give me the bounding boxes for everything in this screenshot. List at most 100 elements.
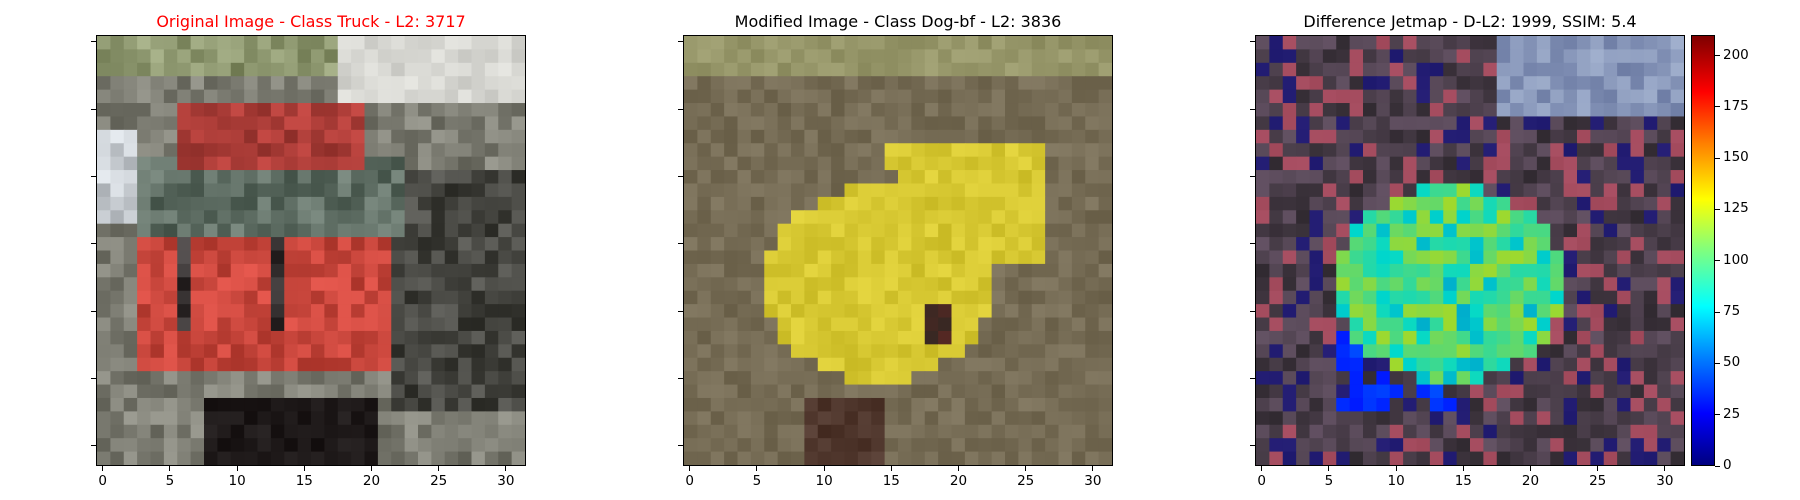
pixel-cell — [1523, 76, 1538, 91]
pixel-cell — [1389, 344, 1404, 359]
pixel-cell — [123, 143, 138, 158]
pixel-cell — [1657, 397, 1672, 412]
pixel-cell — [1282, 223, 1297, 238]
pixel-cell — [163, 170, 178, 185]
pixel-cell — [1670, 330, 1684, 345]
pixel-cell — [1603, 116, 1618, 131]
pixel-cell — [163, 397, 178, 412]
pixel-cell — [1098, 89, 1112, 104]
pixel-cell — [964, 196, 979, 211]
pixel-cell — [1510, 237, 1525, 252]
pixel-cell — [938, 290, 953, 305]
pixel-cell — [831, 263, 846, 278]
pixel-cell — [498, 62, 513, 77]
pixel-cell — [750, 330, 765, 345]
pixel-cell — [884, 49, 899, 64]
pixel-cell — [964, 129, 979, 144]
pixel-cell — [1071, 36, 1086, 51]
pixel-cell — [1643, 89, 1658, 104]
pixel-cell — [697, 371, 712, 386]
pixel-cell — [1643, 357, 1658, 372]
x-tick-mark — [1529, 466, 1531, 471]
pixel-cell — [898, 62, 912, 77]
pixel-cell — [1523, 424, 1538, 439]
pixel-cell — [1510, 210, 1525, 225]
pixel-cell — [1510, 438, 1525, 453]
pixel-cell — [1005, 183, 1019, 198]
pixel-cell — [270, 183, 285, 198]
pixel-cell — [777, 62, 792, 77]
pixel-cell — [150, 411, 165, 426]
pixel-cell — [324, 62, 339, 77]
pixel-cell — [404, 76, 419, 91]
pixel-cell — [1496, 357, 1511, 372]
pixel-cell — [844, 223, 859, 238]
pixel-cell — [938, 116, 953, 131]
pixel-cell — [230, 170, 245, 185]
pixel-cell — [1510, 156, 1525, 171]
pixel-cell — [351, 183, 366, 198]
pixel-cell — [404, 451, 419, 465]
x-tick-label: 30 — [497, 473, 515, 489]
pixel-cell — [498, 451, 513, 465]
colorbar-tick-label: 100 — [1723, 251, 1749, 268]
pixel-cell — [831, 237, 846, 252]
pixel-cell — [804, 196, 819, 211]
pixel-cell — [297, 384, 312, 399]
pixel-cell — [857, 451, 872, 465]
pixel-cell — [244, 317, 259, 332]
pixel-cell — [1309, 330, 1324, 345]
pixel-cell — [1071, 223, 1086, 238]
pixel-cell — [1031, 89, 1046, 104]
pixel-cell — [1603, 277, 1618, 292]
pixel-cell — [458, 330, 473, 345]
pixel-cell — [1269, 143, 1284, 158]
pixel-cell — [311, 237, 325, 252]
pixel-cell — [1045, 196, 1060, 211]
pixel-cell — [1336, 89, 1351, 104]
pixel-cell — [884, 411, 899, 426]
pixel-cell — [1058, 210, 1073, 225]
image-plot-modified — [683, 35, 1113, 466]
pixel-cell — [498, 49, 513, 64]
pixel-cell — [1098, 438, 1112, 453]
pixel-cell — [898, 76, 912, 91]
pixel-cell — [297, 49, 312, 64]
pixel-cell — [110, 411, 125, 426]
pixel-cell — [1403, 290, 1418, 305]
pixel-cell — [204, 384, 218, 399]
pixel-cell — [964, 156, 979, 171]
pixel-cell — [750, 103, 765, 118]
pixel-cell — [484, 371, 499, 386]
pixel-cell — [1483, 210, 1498, 225]
pixel-cell — [1603, 89, 1618, 104]
pixel-cell — [1309, 250, 1324, 265]
pixel-cell — [137, 330, 152, 345]
pixel-cell — [1045, 143, 1060, 158]
pixel-cell — [458, 263, 473, 278]
pixel-cell — [1296, 62, 1311, 77]
pixel-cell — [857, 397, 872, 412]
pixel-cell — [1496, 183, 1511, 198]
pixel-cell — [911, 183, 926, 198]
pixel-cell — [150, 116, 165, 131]
pixel-cell — [284, 49, 299, 64]
pixel-cell — [471, 290, 486, 305]
pixel-cell — [257, 76, 272, 91]
pixel-cell — [284, 156, 299, 171]
pixel-cell — [1577, 170, 1591, 185]
pixel-cell — [911, 438, 926, 453]
pixel-cell — [1510, 397, 1525, 412]
pixel-cell — [337, 317, 352, 332]
pixel-cell — [764, 76, 779, 91]
pixel-cell — [764, 223, 779, 238]
pixel-cell — [750, 116, 765, 131]
pixel-cell — [471, 263, 486, 278]
pixel-cell — [284, 371, 299, 386]
pixel-cell — [1403, 384, 1418, 399]
pixel-cell — [297, 116, 312, 131]
pixel-cell — [884, 438, 899, 453]
pixel-cell — [297, 304, 312, 319]
pixel-cell — [1456, 129, 1471, 144]
pixel-cell — [1269, 183, 1284, 198]
